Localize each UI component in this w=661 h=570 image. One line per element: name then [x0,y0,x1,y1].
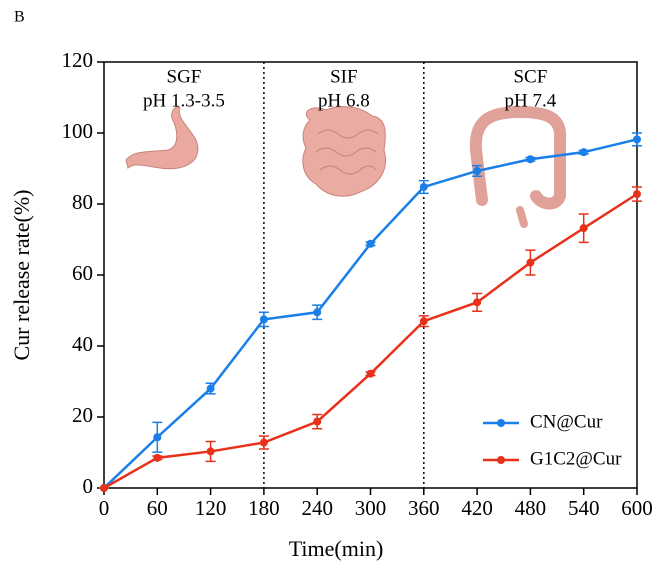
region-name: SGF [167,66,202,87]
data-point [153,453,162,462]
data-point [526,258,535,267]
region-ph: pH 7.4 [505,90,557,111]
intestine-icon [302,106,386,197]
colon-icon [469,105,567,228]
x-tick-label: 60 [147,496,168,520]
y-tick-label: 40 [72,332,93,356]
y-tick-label: 60 [72,261,93,285]
region-ph: pH 6.8 [318,90,370,111]
data-point [526,155,535,164]
x-axis-label: Time(min) [289,536,384,561]
legend-marker [497,419,505,427]
data-point [579,224,588,233]
legend-marker [497,456,505,464]
data-point [259,438,268,447]
data-point [366,369,375,378]
y-axis-label: Cur release rate(%) [9,189,34,360]
series-line [103,193,638,490]
data-point [206,384,215,393]
data-point [206,447,215,456]
x-tick-label: 420 [461,496,493,520]
x-tick-label: 180 [248,496,280,520]
y-tick-label: 100 [62,119,94,143]
stomach-icon [125,106,199,170]
y-tick-label: 20 [72,403,93,427]
x-tick-label: 600 [621,496,653,520]
y-tick-label: 80 [72,190,93,214]
data-point [473,298,482,307]
region-name: SCF [513,66,547,87]
data-point [259,315,268,324]
y-tick-label: 0 [83,474,94,498]
data-point [313,308,322,317]
x-tick-label: 480 [515,496,547,520]
region-name: SIF [330,66,357,87]
data-point [366,239,375,248]
x-tick-label: 540 [568,496,600,520]
x-tick-label: 120 [195,496,227,520]
data-point [313,417,322,426]
data-point [419,182,428,191]
y-tick-label: 120 [62,48,94,72]
data-point [633,190,641,199]
x-tick-label: 360 [408,496,440,520]
data-point [633,135,641,144]
legend-label: G1C2@Cur [530,448,622,469]
x-tick-label: 300 [355,496,387,520]
data-point [473,166,482,175]
data-point [100,484,108,492]
data-point [419,317,428,326]
region-ph: pH 1.3-3.5 [143,90,225,111]
x-tick-label: 0 [99,496,110,520]
data-point [153,433,162,442]
legend-label: CN@Cur [530,411,603,432]
x-tick-label: 240 [301,496,333,520]
panel-label: B [14,9,25,26]
data-point [579,148,588,157]
